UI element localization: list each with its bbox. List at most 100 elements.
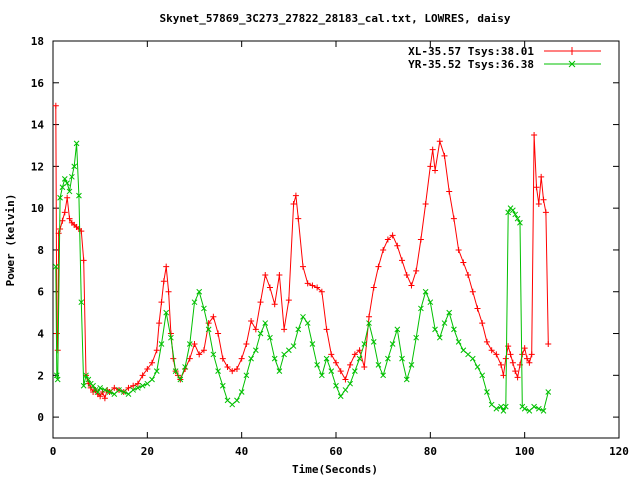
series-yr — [52, 140, 552, 414]
data-point — [465, 272, 472, 279]
data-point — [375, 263, 382, 270]
data-point — [356, 347, 363, 354]
data-point — [347, 380, 354, 387]
data-point — [262, 272, 269, 279]
data-point — [304, 280, 311, 287]
data-point — [234, 397, 240, 404]
series-layer — [52, 102, 552, 414]
data-point — [370, 339, 377, 345]
data-point — [299, 263, 306, 270]
data-point — [361, 341, 368, 347]
data-point — [361, 363, 368, 370]
data-point — [85, 376, 92, 383]
data-point — [229, 401, 236, 408]
data-point — [149, 359, 156, 366]
data-point — [257, 330, 264, 337]
data-point — [295, 326, 302, 333]
data-point — [512, 368, 519, 375]
data-point — [521, 405, 528, 412]
data-point — [450, 215, 457, 222]
data-point — [370, 284, 377, 291]
data-point — [94, 389, 101, 395]
data-point — [168, 334, 174, 341]
legend-entry-xl-marker — [568, 47, 576, 55]
data-point — [59, 184, 66, 191]
data-point — [366, 313, 373, 320]
data-point — [57, 194, 63, 201]
series-xl — [52, 102, 552, 402]
legend: XL-35.57 Tsys:38.01 YR-35.52 Tsys:36.38 — [408, 45, 601, 71]
data-point — [163, 309, 170, 316]
data-point — [519, 351, 526, 358]
data-point — [69, 173, 75, 180]
data-point — [61, 176, 68, 182]
data-point — [281, 351, 287, 358]
x-axis-label: Time(Seconds) — [292, 463, 378, 476]
data-point — [535, 405, 542, 412]
data-point — [422, 288, 429, 295]
data-point — [385, 355, 391, 362]
data-point — [524, 355, 531, 362]
data-point — [139, 372, 146, 379]
y-tick-label: 18 — [31, 35, 44, 48]
data-point — [309, 282, 316, 289]
data-point — [61, 209, 68, 216]
data-point — [436, 334, 443, 341]
data-point — [318, 288, 325, 295]
data-point — [191, 340, 198, 347]
data-point — [318, 372, 325, 379]
data-point — [76, 192, 82, 199]
data-point — [483, 338, 490, 345]
data-point — [427, 299, 434, 306]
data-point — [215, 330, 222, 337]
data-point — [59, 217, 66, 224]
data-point — [493, 405, 500, 412]
data-point — [135, 384, 141, 391]
data-point — [509, 359, 516, 366]
x-tick-label: 40 — [235, 445, 248, 458]
data-point — [380, 372, 387, 379]
data-point — [328, 351, 335, 358]
data-point — [389, 232, 396, 239]
data-point — [507, 351, 514, 358]
data-point — [502, 403, 509, 410]
data-point — [333, 359, 339, 366]
data-point — [252, 347, 259, 354]
data-point — [219, 382, 226, 389]
data-point — [55, 230, 62, 237]
data-point — [285, 347, 292, 354]
data-point — [533, 184, 540, 191]
data-point — [460, 259, 467, 266]
data-point — [120, 389, 127, 395]
data-point — [366, 320, 372, 326]
data-point — [78, 299, 85, 306]
data-point — [290, 200, 297, 207]
y-tick-label: 4 — [37, 328, 44, 341]
data-point — [248, 317, 255, 324]
data-point — [224, 363, 231, 370]
data-point — [290, 343, 297, 349]
y-tick-label: 12 — [31, 160, 44, 173]
data-point — [545, 340, 552, 347]
data-point — [292, 192, 299, 199]
data-point — [177, 376, 184, 383]
data-point — [328, 368, 335, 374]
data-point — [333, 382, 339, 389]
data-point — [446, 188, 453, 195]
data-point — [500, 372, 507, 379]
y-tick-label: 10 — [31, 202, 44, 215]
data-point — [531, 403, 537, 410]
data-point — [52, 102, 59, 109]
y-tick-label: 8 — [37, 244, 44, 257]
data-point — [276, 368, 283, 374]
data-point — [144, 380, 151, 387]
data-point — [542, 209, 549, 216]
data-point — [210, 313, 217, 320]
data-point — [540, 407, 547, 414]
data-point — [455, 246, 462, 253]
data-point — [347, 361, 354, 368]
data-point — [403, 376, 410, 383]
data-point — [394, 242, 401, 249]
data-point — [514, 374, 521, 381]
data-point — [469, 288, 476, 295]
